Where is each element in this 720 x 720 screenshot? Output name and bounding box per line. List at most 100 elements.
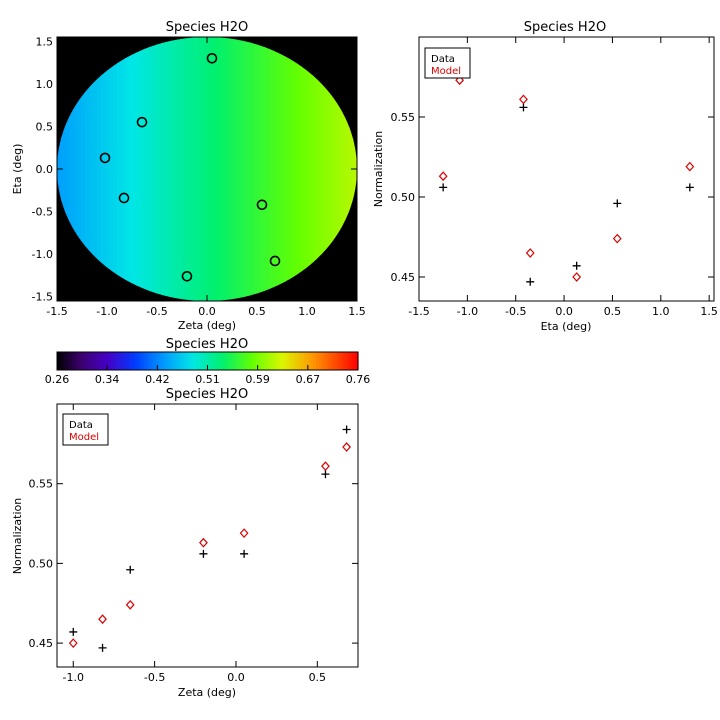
heatmap-cell bbox=[81, 37, 86, 301]
colorbar-cell bbox=[309, 352, 314, 370]
eta-scatter-panel: Species H2O -1.5 -1.0 -0.5 0.0 0.5 1.0 1.5 0.4… bbox=[372, 20, 718, 333]
heatmap-cell bbox=[257, 37, 262, 301]
x-tick-label: 0.0 bbox=[227, 671, 245, 684]
colorbar-cell bbox=[249, 352, 254, 370]
heatmap-cell bbox=[313, 37, 318, 301]
colorbar-cell bbox=[255, 352, 260, 370]
heatmap-x-axis: -1.5 -1.0 -0.5 0.0 0.5 1.0 1.5 bbox=[46, 37, 366, 318]
heatmap-cell bbox=[329, 37, 334, 301]
colorbar-cell bbox=[312, 352, 317, 370]
colorbar-gradient bbox=[57, 352, 359, 370]
heatmap-cell bbox=[101, 37, 106, 301]
zeta-legend-model-label: Model bbox=[69, 432, 99, 443]
colorbar-cell bbox=[267, 352, 272, 370]
heatmap-cell bbox=[73, 37, 78, 301]
heatmap-cell bbox=[69, 37, 74, 301]
colorbar-cell bbox=[351, 352, 356, 370]
colorbar-cell bbox=[198, 352, 203, 370]
x-tick-label: 1.0 bbox=[652, 305, 670, 318]
position-marker bbox=[181, 271, 193, 282]
colorbar-cell bbox=[186, 352, 191, 370]
heatmap-cell bbox=[85, 37, 90, 301]
colorbar-tick-label: 0.26 bbox=[45, 373, 70, 386]
position-marker bbox=[136, 116, 148, 128]
heatmap-cell bbox=[241, 37, 246, 301]
data-point-plus bbox=[613, 199, 622, 208]
x-tick-label: 0.0 bbox=[198, 305, 216, 318]
colorbar-cell bbox=[258, 352, 263, 370]
heatmap-cell bbox=[321, 37, 326, 301]
heatmap-cell bbox=[133, 37, 138, 301]
x-tick-label: -1.0 bbox=[457, 305, 478, 318]
heatmap-cell bbox=[209, 37, 214, 301]
colorbar-cell bbox=[102, 352, 106, 370]
heatmap-cell bbox=[233, 37, 238, 301]
colorbar-cell bbox=[225, 352, 230, 370]
heatmap-cell bbox=[169, 37, 174, 301]
colorbar-cell bbox=[75, 352, 79, 370]
y-tick-label: 0.5 bbox=[36, 120, 54, 133]
colorbar-cell bbox=[147, 352, 151, 370]
eta-y-label: Normalization bbox=[372, 131, 385, 207]
zeta-legend: Data Model bbox=[62, 413, 109, 446]
colorbar-cell bbox=[222, 352, 227, 370]
heatmap-cell bbox=[337, 37, 342, 301]
colorbar-cell bbox=[321, 352, 326, 370]
heatmap-markers bbox=[99, 52, 281, 282]
colorbar-cell bbox=[270, 352, 275, 370]
colorbar-cell bbox=[342, 352, 347, 370]
zeta-scatter-panel: Species H2O -1.0 -0.5 0.0 0.5 0.450.500.55 … bbox=[11, 387, 359, 699]
colorbar-cell bbox=[174, 352, 178, 370]
colorbar-cell bbox=[129, 352, 133, 370]
colorbar-cell bbox=[117, 352, 121, 370]
colorbar-cell bbox=[336, 352, 341, 370]
heatmap-cell bbox=[65, 37, 70, 301]
x-tick-label: 1.0 bbox=[298, 305, 316, 318]
x-tick-label: -0.5 bbox=[144, 671, 165, 684]
colorbar-cell bbox=[90, 352, 94, 370]
heatmap-cell bbox=[201, 37, 206, 301]
heatmap-cell bbox=[221, 37, 226, 301]
heatmap-cell bbox=[93, 37, 98, 301]
colorbar-cell bbox=[324, 352, 329, 370]
zeta-x-label: Zeta (deg) bbox=[178, 686, 236, 699]
heatmap-cell bbox=[61, 37, 66, 301]
heatmap-cell bbox=[89, 37, 94, 301]
heatmap-cell bbox=[237, 37, 242, 301]
data-point-plus bbox=[321, 470, 330, 479]
colorbar-cell bbox=[156, 352, 160, 370]
colorbar-cell bbox=[126, 352, 130, 370]
colorbar-cell bbox=[228, 352, 233, 370]
data-point-plus bbox=[685, 183, 694, 192]
data-point-plus bbox=[519, 103, 528, 112]
heatmap-cell bbox=[193, 37, 198, 301]
colorbar-tick-label: 0.76 bbox=[346, 373, 371, 386]
eta-legend-box bbox=[424, 47, 471, 79]
zeta-legend-box bbox=[62, 413, 109, 446]
colorbar-cell bbox=[111, 352, 115, 370]
y-tick-label: 0.50 bbox=[29, 557, 54, 570]
x-tick-label: -0.5 bbox=[146, 305, 167, 318]
data-point-plus bbox=[69, 627, 78, 636]
zeta-plot-title: Species H2O bbox=[166, 387, 248, 402]
colorbar-cell bbox=[246, 352, 251, 370]
y-tick-label: 0.55 bbox=[29, 478, 54, 491]
eta-plot-frame bbox=[418, 36, 715, 302]
colorbar-cell bbox=[96, 352, 100, 370]
heatmap-cell bbox=[121, 37, 126, 301]
heatmap-cell bbox=[333, 37, 338, 301]
colorbar-cell bbox=[93, 352, 97, 370]
x-tick-label: -1.0 bbox=[63, 671, 84, 684]
colorbar-cell bbox=[63, 352, 67, 370]
x-tick-label: 0.5 bbox=[309, 671, 327, 684]
x-tick-label: -1.5 bbox=[46, 305, 67, 318]
zeta-x-axis: -1.0 -0.5 0.0 0.5 bbox=[63, 404, 327, 684]
colorbar-cell bbox=[192, 352, 197, 370]
model-point-diamond bbox=[455, 75, 465, 86]
colorbar-cell bbox=[150, 352, 154, 370]
colorbar-cell bbox=[87, 352, 91, 370]
heatmap-title: Species H2O bbox=[166, 20, 248, 35]
colorbar-cell bbox=[72, 352, 76, 370]
colorbar-tick-label: 0.51 bbox=[195, 373, 220, 386]
heatmap-cell bbox=[345, 37, 350, 301]
